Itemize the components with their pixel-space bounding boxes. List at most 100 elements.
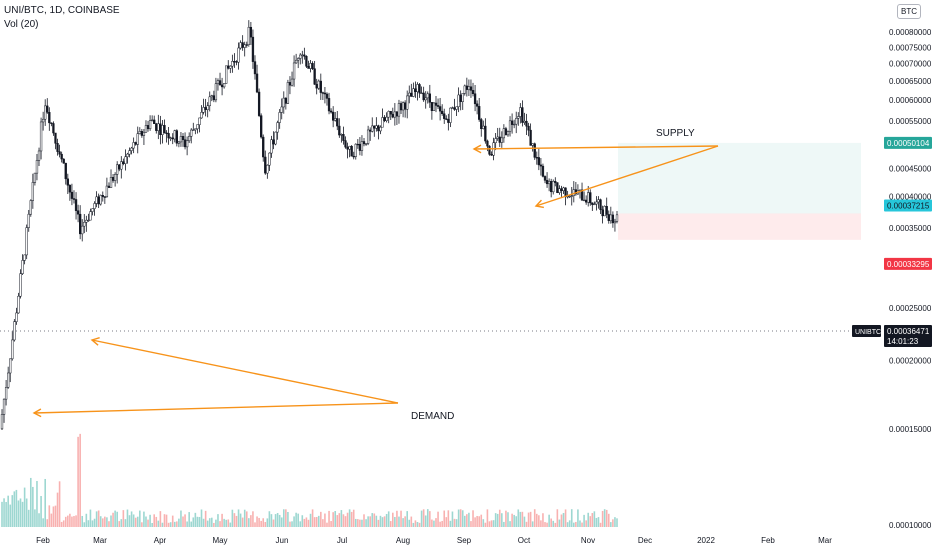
volume-bar [270, 514, 273, 527]
time-tick-label: Mar [93, 536, 107, 545]
time-tick-label: May [212, 536, 227, 545]
loss-zone[interactable] [618, 213, 861, 240]
candle [482, 120, 485, 130]
volume-bar [513, 514, 515, 527]
annotation-arrow[interactable] [91, 339, 399, 404]
candle [120, 156, 123, 179]
candle [227, 60, 230, 70]
candle [52, 121, 55, 136]
volume-bar [340, 510, 343, 527]
volume-bar [9, 504, 12, 527]
candle [329, 108, 333, 114]
candle [438, 97, 442, 121]
volume-bar [416, 522, 419, 527]
volume-bar [577, 509, 579, 527]
candle [432, 102, 436, 111]
volume-bar [116, 511, 118, 527]
candle [597, 196, 600, 209]
volume-bar [503, 521, 505, 527]
candle [525, 113, 528, 136]
candle [414, 81, 417, 98]
volume-bar [192, 517, 195, 527]
candle [430, 102, 434, 120]
volume-bar [132, 514, 135, 527]
entry-price-label: 0.00037215 [884, 199, 932, 212]
volume-bar [151, 522, 153, 527]
candle [412, 82, 415, 98]
volume-bar [291, 521, 293, 527]
volume-bar [431, 519, 433, 527]
candle [17, 292, 20, 314]
candle [177, 140, 181, 148]
price-tick-label: 0.00045000 [889, 164, 932, 173]
candle [74, 192, 78, 220]
candle [103, 196, 106, 204]
volume-bar [241, 517, 244, 527]
volume-bar [289, 521, 291, 527]
time-tick-label: Feb [36, 536, 50, 545]
candle [99, 194, 102, 206]
volume-bar [106, 517, 108, 527]
volume-bar [58, 481, 61, 527]
volume-bar [550, 518, 552, 527]
volume-bar [161, 522, 164, 527]
candle [136, 126, 139, 154]
volume-bar [272, 519, 275, 527]
volume-bar [445, 517, 448, 527]
volume-bar [447, 510, 450, 527]
candle [19, 269, 22, 299]
volume-bar [564, 509, 567, 527]
volume-bar [85, 513, 88, 527]
symbol-title[interactable]: UNI/BTC, 1D, COINBASE [4, 5, 120, 16]
profit-zone[interactable] [618, 142, 861, 214]
volume-bar [229, 522, 232, 527]
candle [307, 60, 310, 69]
candle [510, 113, 514, 134]
candle [196, 124, 199, 134]
candle [455, 106, 458, 116]
annotation-arrow[interactable] [535, 145, 719, 207]
volume-bar [519, 511, 522, 527]
candle [7, 366, 10, 389]
volume-bar [317, 515, 320, 527]
candle [144, 120, 148, 133]
annotation-arrow[interactable] [473, 145, 719, 150]
currency-badge[interactable]: BTC [897, 4, 921, 19]
candle [428, 84, 431, 108]
candle [270, 135, 273, 158]
volume-indicator-title[interactable]: Vol (20) [4, 19, 39, 30]
candle [317, 79, 320, 90]
volume-bar [69, 513, 71, 527]
volume-bar [311, 509, 314, 527]
candle [183, 132, 187, 150]
volume-bar [64, 516, 67, 527]
candle [613, 218, 617, 232]
candle [478, 98, 481, 122]
volume-bar [122, 510, 125, 527]
candle [247, 20, 250, 47]
volume-bar [217, 514, 219, 527]
target-price-label: 0.00050104 [884, 136, 932, 149]
volume-bar [11, 495, 14, 527]
candle [535, 151, 538, 165]
time-axis-ticks: Feb Mar Apr May Jun Jul Aug Sep Oct Nov Dec 2022 Feb… [36, 536, 832, 545]
volume-bar [91, 520, 94, 527]
candle [346, 142, 349, 159]
candle [185, 136, 189, 156]
candle [471, 82, 475, 97]
candle [175, 129, 178, 147]
candle [68, 184, 72, 201]
candle [580, 182, 584, 201]
candle [506, 130, 510, 137]
volume-bar [422, 509, 425, 527]
annotation-arrow[interactable] [33, 402, 399, 414]
volume-bar [511, 513, 513, 527]
volume-bar [89, 509, 92, 527]
candle [225, 65, 228, 84]
price-tick-label: 0.00060000 [889, 96, 932, 105]
volume-bar [484, 522, 487, 527]
volume-bar [529, 511, 532, 527]
candle [358, 137, 362, 156]
volume-bar [293, 516, 295, 527]
